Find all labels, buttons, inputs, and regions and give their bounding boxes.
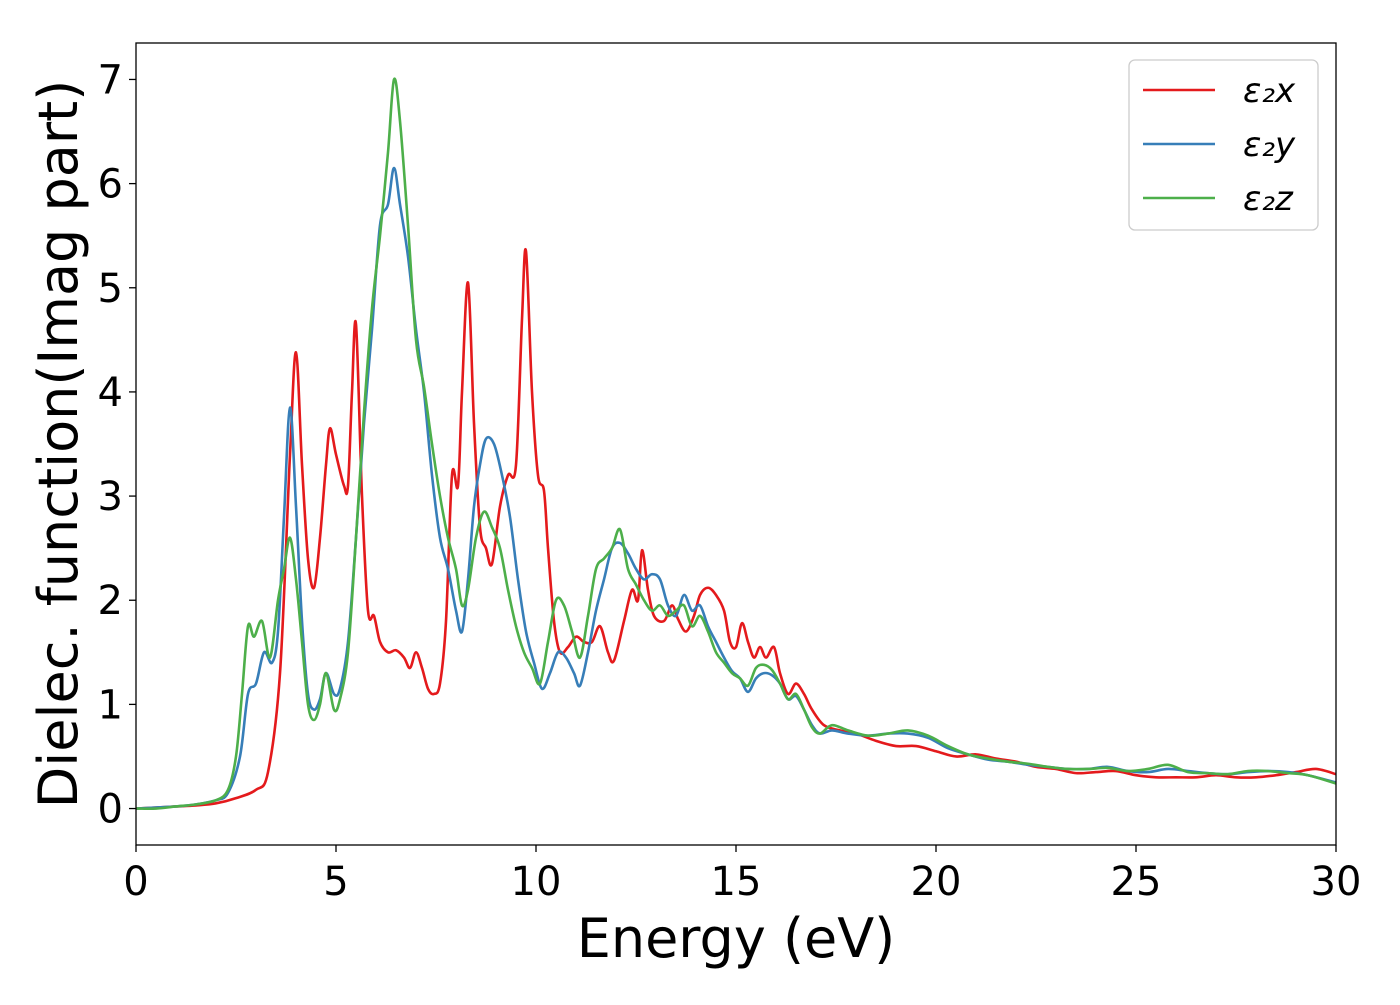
x-tick-label: 5 (323, 859, 348, 905)
x-axis: 0 5 10 15 20 25 30 (123, 845, 1361, 905)
x-axis-label: Energy (eV) (577, 907, 896, 970)
y-tick-label: 4 (98, 370, 123, 416)
series-line-3 (136, 77, 1336, 810)
x-tick-label: 0 (123, 859, 148, 905)
series-line-2 (136, 166, 1336, 810)
y-axis-label: Dielec. function(Imag part) (27, 80, 90, 809)
series-line-1 (136, 247, 1336, 810)
series-layer (136, 77, 1336, 810)
x-tick-label: 30 (1311, 859, 1362, 905)
x-tick-label: 10 (511, 859, 562, 905)
y-tick-label: 3 (98, 474, 123, 520)
legend-label: ε₂x (1243, 71, 1296, 111)
y-tick-label: 2 (98, 578, 123, 624)
x-tick-label: 20 (911, 859, 962, 905)
legend-box (1128, 59, 1319, 231)
legend: ε₂x ε₂y ε₂z (1128, 59, 1319, 231)
y-tick-label: 5 (98, 266, 123, 312)
y-tick-label: 7 (98, 57, 123, 103)
y-tick-label: 6 (98, 162, 123, 208)
x-tick-label: 25 (1111, 859, 1162, 905)
legend-label: ε₂z (1243, 179, 1294, 219)
y-tick-label: 1 (98, 682, 123, 728)
y-axis: 0 1 2 3 4 5 6 7 (98, 57, 136, 833)
legend-label: ε₂y (1243, 125, 1296, 165)
x-tick-label: 15 (711, 859, 762, 905)
y-tick-label: 0 (98, 787, 123, 833)
